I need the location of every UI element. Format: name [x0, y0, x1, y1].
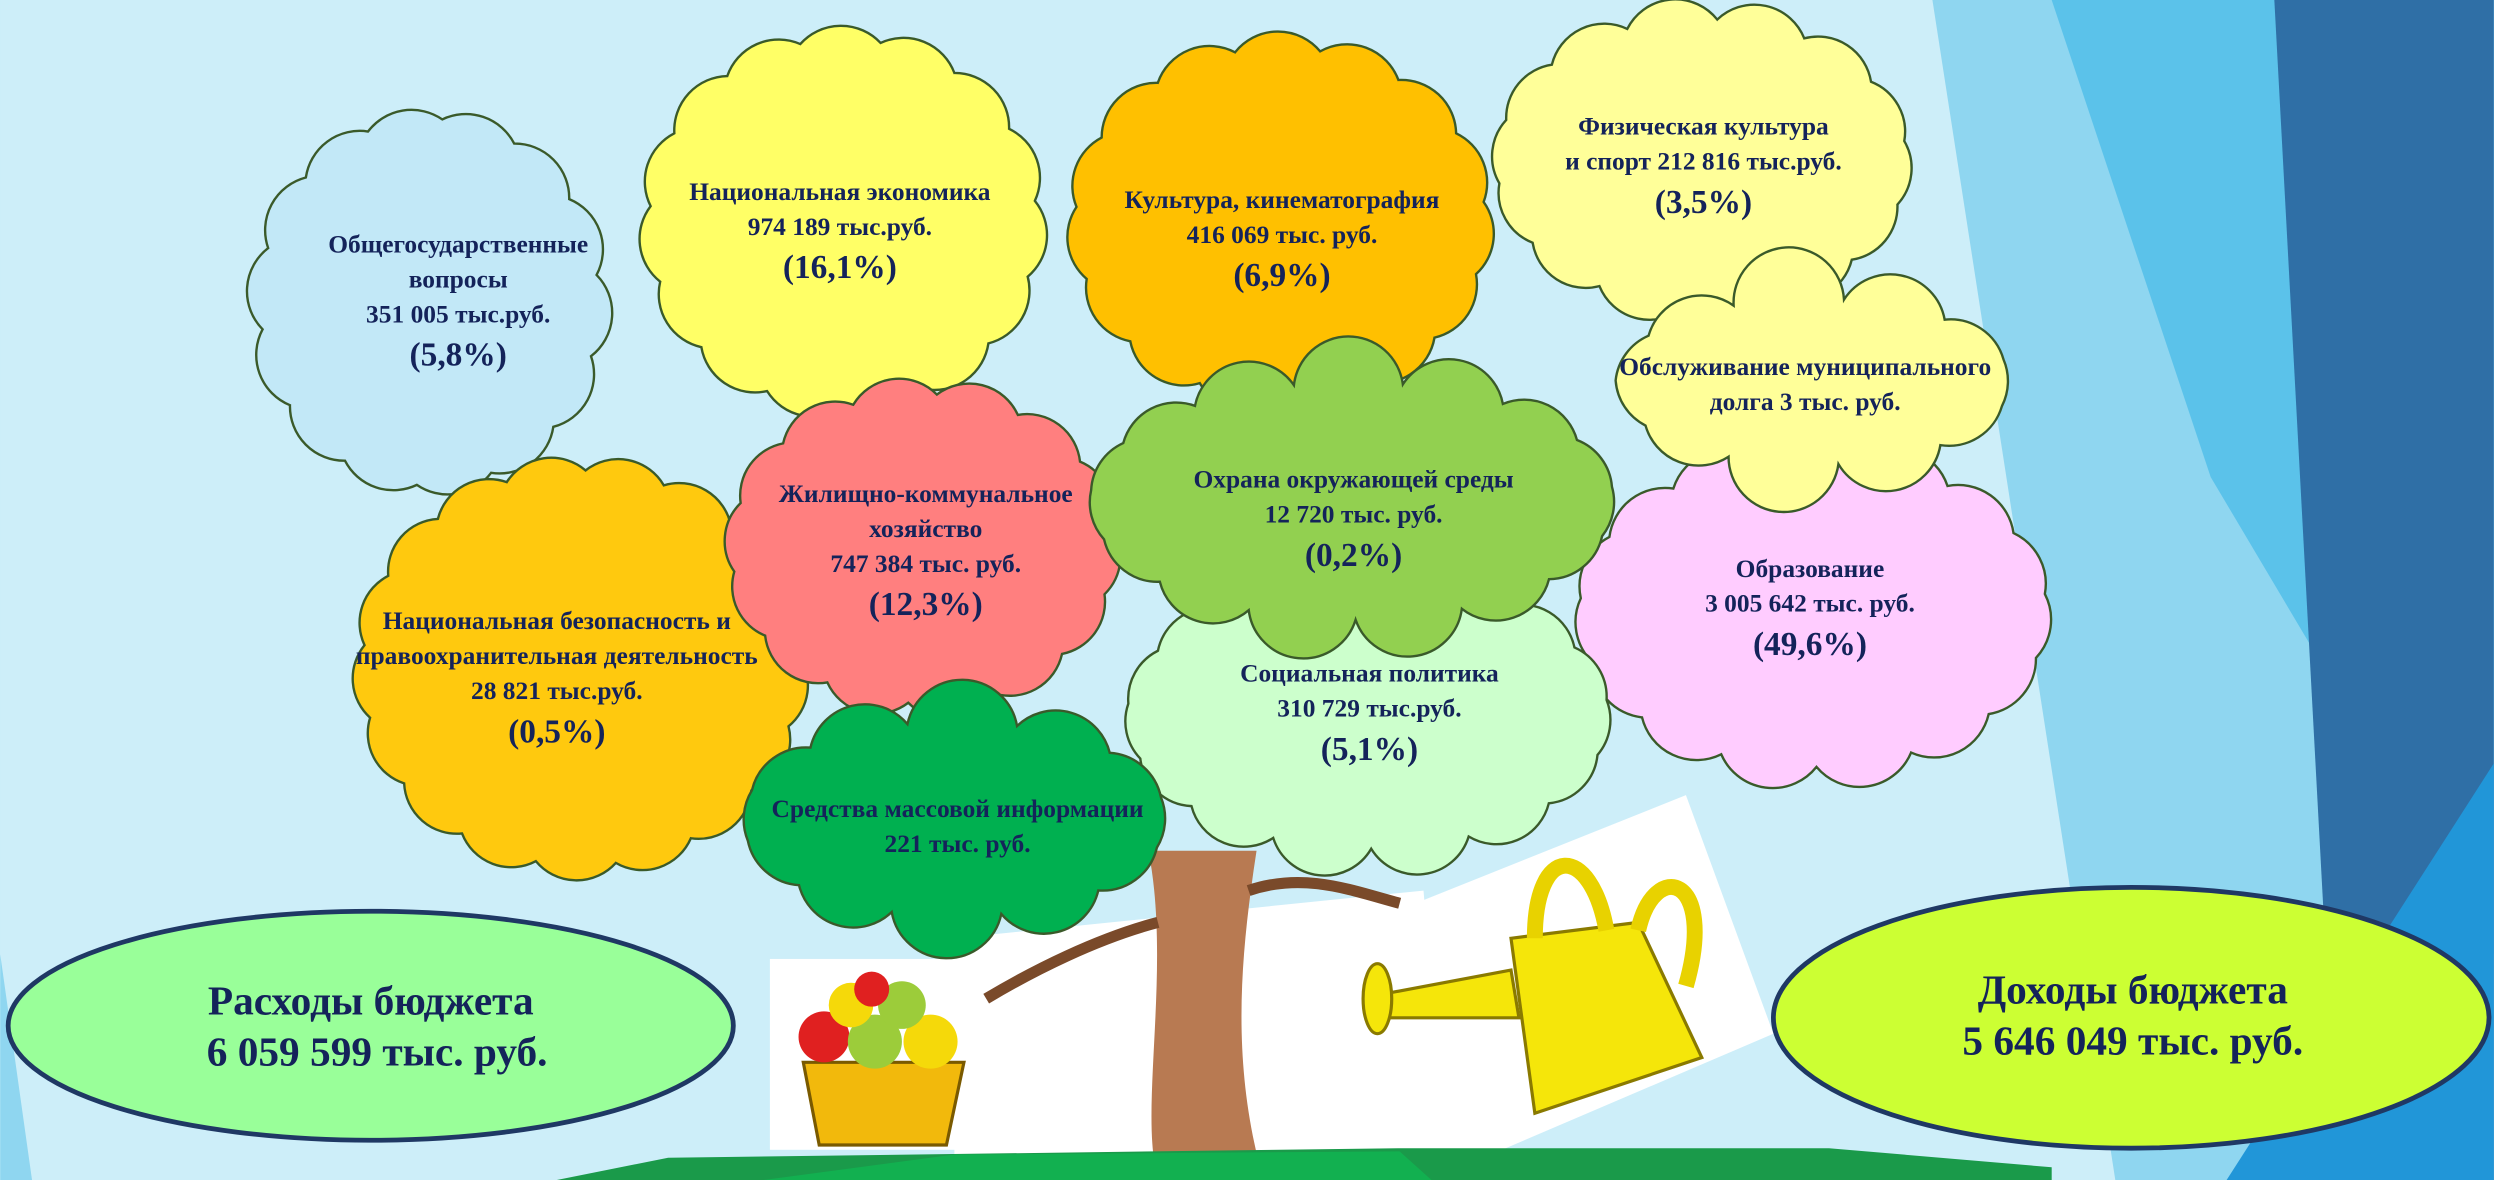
- expenses-ellipse: [8, 911, 733, 1140]
- cloud-line: Образование: [1736, 554, 1885, 583]
- cloud-line: Средства массовой информации: [772, 794, 1144, 823]
- cloud-line: Обслуживание муниципального: [1619, 352, 1991, 381]
- cloud-line: Физическая культура: [1578, 112, 1829, 141]
- cloud-percent: (0,5%): [508, 713, 605, 750]
- cloud-line: 351 005 тыс.руб.: [366, 299, 550, 328]
- expenses-label: Расходы бюджета: [208, 978, 534, 1024]
- cloud-line: Жилищно-коммунальное: [779, 479, 1073, 508]
- cloud-line: Общегосударственные: [328, 229, 588, 258]
- cloud-percent: (5,8%): [410, 336, 507, 373]
- cloud-percent: (6,9%): [1233, 257, 1330, 294]
- tree-trunk: [1148, 851, 1256, 1153]
- cloud-line: 12 720 тыс. руб.: [1265, 500, 1443, 529]
- cloud-line: Охрана окружающей среды: [1193, 465, 1513, 494]
- expenses-amount: 6 059 599 тыс. руб.: [207, 1028, 548, 1074]
- cloud-line: Национальная экономика: [689, 177, 991, 206]
- cloud-line: Социальная политика: [1240, 659, 1499, 688]
- cloud-line: и спорт 212 816 тыс.руб.: [1565, 147, 1842, 176]
- cloud-line: 747 384 тыс. руб.: [830, 549, 1021, 578]
- cloud-percent: (16,1%): [783, 249, 897, 286]
- page: Общегосударственные вопросы 351 005 тыс.ру…: [0, 0, 2494, 1180]
- cloud-line: правоохранительная деятельность: [356, 641, 758, 670]
- income-amount: 5 646 049 тыс. руб.: [1962, 1017, 2303, 1063]
- cloud-line: 310 729 тыс.руб.: [1277, 694, 1461, 723]
- cloud-line: 416 069 тыс. руб.: [1187, 220, 1378, 249]
- cloud-line: Культура, кинематография: [1125, 185, 1440, 214]
- cloud-line: хозяйство: [869, 514, 982, 543]
- cloud-percent: (0,2%): [1305, 537, 1402, 574]
- cloud-percent: (3,5%): [1655, 184, 1752, 221]
- cloud-line: Национальная безопасность и: [383, 606, 731, 635]
- cloud-line: 221 тыс. руб.: [884, 829, 1030, 858]
- budget-tree: Общегосударственные вопросы 351 005 тыс.ру…: [0, 0, 2494, 1180]
- cloud-line: 28 821 тыс.руб.: [471, 676, 643, 705]
- income-label: Доходы бюджета: [1978, 966, 2288, 1012]
- cloud-line: 974 189 тыс.руб.: [748, 212, 932, 241]
- cloud-line: 3 005 642 тыс. руб.: [1705, 589, 1915, 618]
- cloud-line: вопросы: [409, 264, 508, 293]
- cloud-line: долга 3 тыс. руб.: [1710, 387, 1901, 416]
- cloud-percent: (5,1%): [1321, 731, 1418, 768]
- cloud-percent: (49,6%): [1753, 626, 1867, 663]
- cloud-percent: (12,3%): [869, 586, 983, 623]
